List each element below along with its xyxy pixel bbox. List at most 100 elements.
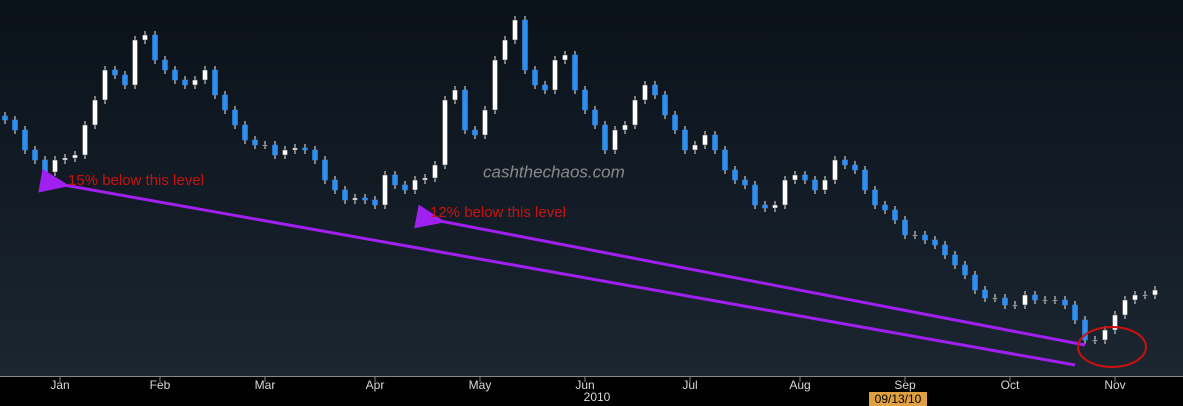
candle-body: [1032, 294, 1038, 301]
candle-body: [812, 179, 818, 191]
candle-body: [912, 234, 918, 237]
candle-body: [272, 144, 278, 156]
candle-body: [242, 124, 248, 141]
candle-body: [902, 219, 908, 236]
x-tick-label: Jul: [682, 378, 697, 392]
candle-body: [252, 139, 258, 146]
date-marker-box: [869, 392, 927, 406]
candle-body: [412, 179, 418, 191]
candle-body: [262, 144, 268, 147]
x-tick-label: Jun: [575, 378, 594, 392]
candle-body: [582, 89, 588, 111]
candle-body: [362, 197, 368, 201]
candle-body: [342, 189, 348, 201]
candle-body: [892, 209, 898, 221]
x-tick-label: Aug: [789, 378, 810, 392]
year-label: 2010: [584, 390, 611, 404]
x-tick-label: Feb: [150, 378, 171, 392]
candle-body: [22, 129, 28, 151]
candle-body: [742, 179, 748, 186]
candle-body: [612, 129, 618, 151]
candle-body: [142, 34, 148, 41]
candle-body: [372, 199, 378, 206]
candle-body: [212, 69, 218, 96]
plot-area: [0, 0, 1183, 376]
highlight-circle: [1077, 326, 1147, 368]
candle-body: [1072, 304, 1078, 321]
candle-body: [132, 39, 138, 86]
candle-body: [112, 69, 118, 76]
candle-body: [292, 147, 298, 151]
candle-body: [712, 134, 718, 151]
candle-body: [882, 204, 888, 211]
candle-body: [472, 129, 478, 136]
candle-body: [652, 84, 658, 96]
candle-body: [1082, 319, 1088, 341]
candle-body: [1012, 304, 1018, 307]
candle-body: [922, 234, 928, 241]
candle-body: [642, 84, 648, 101]
candle-body: [302, 147, 308, 151]
annotation: 12% below this level: [430, 204, 566, 221]
candle-body: [602, 124, 608, 151]
candle-body: [762, 204, 768, 209]
candle-body: [32, 149, 38, 161]
candle-body: [1142, 294, 1148, 297]
candle-body: [102, 69, 108, 101]
x-tick-label: Mar: [255, 378, 276, 392]
candle-body: [1102, 329, 1108, 341]
candle-body: [432, 164, 438, 179]
arrow: [414, 204, 1086, 347]
candle-body: [952, 254, 958, 266]
candle-body: [72, 154, 78, 159]
candle-body: [232, 109, 238, 126]
x-tick-label: Apr: [366, 378, 385, 392]
candle-body: [962, 264, 968, 276]
candle-body: [382, 174, 388, 206]
candle-body: [322, 159, 328, 181]
candle-body: [312, 149, 318, 161]
candle-body: [532, 69, 538, 86]
candle-body: [572, 54, 578, 91]
candle-body: [752, 184, 758, 206]
candle-body: [1022, 294, 1028, 306]
candle-body: [542, 84, 548, 91]
candle-body: [2, 115, 8, 121]
candle-body: [42, 159, 48, 173]
x-ticks: Jan Feb Mar Apr May Jun Jul Aug Sep Oct Nov: [50, 376, 1126, 392]
candle-body: [942, 244, 948, 256]
candle-body: [172, 69, 178, 81]
candle-body: [862, 169, 868, 191]
candle-body: [1122, 299, 1128, 316]
candle-body: [502, 39, 508, 61]
candle-body: [452, 89, 458, 101]
candle-body: [332, 179, 338, 191]
candle-body: [842, 159, 848, 166]
watermark: cashthechaos.com: [483, 162, 625, 181]
candle-body: [192, 79, 198, 86]
candle-body: [932, 239, 938, 246]
x-axis-band: [0, 376, 1183, 406]
candle-body: [122, 74, 128, 86]
candle-body: [1002, 297, 1008, 306]
candle-body: [832, 159, 838, 181]
candle-body: [92, 99, 98, 126]
x-tick-label: Nov: [1104, 378, 1125, 392]
date-marker: 09/13/10: [875, 392, 922, 406]
candle-body: [182, 79, 188, 86]
candle-body: [1152, 289, 1158, 296]
candle-body: [1062, 299, 1068, 306]
candle-body: [492, 59, 498, 111]
candle-body: [722, 149, 728, 171]
candle-body: [552, 59, 558, 91]
candle-body: [1052, 299, 1058, 302]
candle-body: [352, 197, 358, 201]
candle-body: [1092, 339, 1098, 342]
candle-body: [972, 274, 978, 291]
candle-body: [682, 129, 688, 151]
candle-body: [82, 124, 88, 156]
arrow: [38, 168, 1076, 367]
candle-body: [62, 157, 68, 161]
candle-body: [152, 34, 158, 61]
candle-body: [772, 204, 778, 209]
